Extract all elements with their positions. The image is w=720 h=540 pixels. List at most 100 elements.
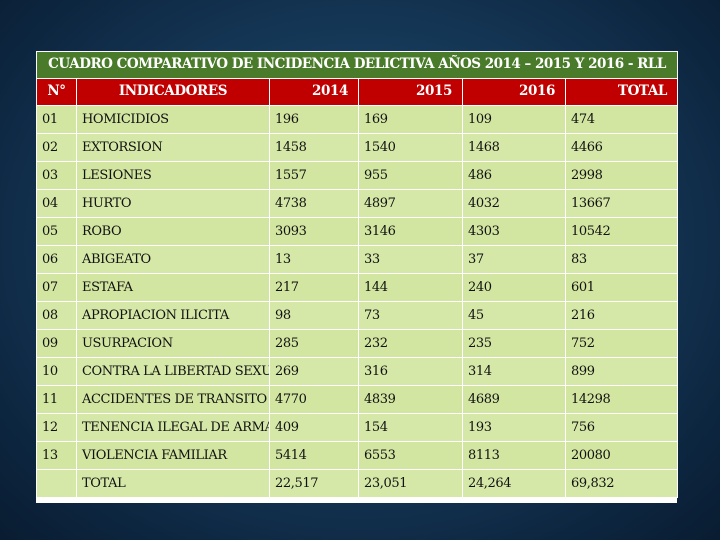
cell-indicator: TOTAL <box>76 469 270 498</box>
cell-2015: 169 <box>358 105 463 134</box>
cell-total: 20080 <box>564 441 679 470</box>
cell-number: 09 <box>36 329 77 358</box>
cell-indicator: ROBO <box>76 217 270 246</box>
cell-number: 12 <box>36 413 77 442</box>
cell-2015: 232 <box>358 329 463 358</box>
cell-number <box>36 469 77 498</box>
header-indicadores: INDICADORES <box>76 78 270 106</box>
table-row: 03 LESIONES 1557 955 486 2998 <box>36 161 679 190</box>
cell-indicator: TENENCIA ILEGAL DE ARMAS <box>76 413 270 442</box>
cell-2016: 4303 <box>462 217 566 246</box>
cell-2016: 240 <box>462 273 566 302</box>
table-row: 02 EXTORSION 1458 1540 1468 4466 <box>36 133 679 162</box>
cell-total: 216 <box>564 301 679 330</box>
table-row: 13 VIOLENCIA FAMILIAR 5414 6553 8113 20080 <box>36 441 679 470</box>
cell-total: 752 <box>564 329 679 358</box>
table-title: CUADRO COMPARATIVO DE INCIDENCIA DELICTI… <box>35 51 679 79</box>
header-number: N° <box>36 78 77 106</box>
cell-indicator: ESTAFA <box>76 273 270 302</box>
cell-total: 899 <box>564 357 679 386</box>
cell-number: 10 <box>36 357 77 386</box>
cell-total: 601 <box>564 273 679 302</box>
cell-number: 08 <box>36 301 77 330</box>
cell-total: 83 <box>564 245 679 274</box>
cell-2015: 144 <box>358 273 463 302</box>
cell-indicator: CONTRA LA LIBERTAD SEXUAL <box>76 357 270 386</box>
cell-2015: 3146 <box>358 217 463 246</box>
cell-total: 14298 <box>564 385 679 414</box>
cell-indicator: USURPACION <box>76 329 270 358</box>
cell-number: 13 <box>36 441 77 470</box>
cell-number: 02 <box>36 133 77 162</box>
cell-2016: 45 <box>462 301 566 330</box>
cell-2014: 409 <box>269 413 359 442</box>
cell-2015: 6553 <box>358 441 463 470</box>
header-2015: 2015 <box>358 78 463 106</box>
cell-2016: 193 <box>462 413 566 442</box>
incidence-table-container: CUADRO COMPARATIVO DE INCIDENCIA DELICTI… <box>35 51 679 503</box>
table-header-row: N° INDICADORES 2014 2015 2016 TOTAL <box>36 78 679 106</box>
cell-2016: 8113 <box>462 441 566 470</box>
table-row: 07 ESTAFA 217 144 240 601 <box>36 273 679 302</box>
cell-indicator: ABIGEATO <box>76 245 270 274</box>
cell-2015: 154 <box>358 413 463 442</box>
cell-2015: 73 <box>358 301 463 330</box>
cell-total: 10542 <box>564 217 679 246</box>
cell-indicator: EXTORSION <box>76 133 270 162</box>
cell-2014: 5414 <box>269 441 359 470</box>
cell-2014: 269 <box>269 357 359 386</box>
cell-2015: 4839 <box>358 385 463 414</box>
table-row: 01 HOMICIDIOS 196 169 109 474 <box>36 105 679 134</box>
table-row: 05 ROBO 3093 3146 4303 10542 <box>36 217 679 246</box>
cell-total: 474 <box>564 105 679 134</box>
totals-row: TOTAL 22,517 23,051 24,264 69,832 <box>36 469 679 498</box>
cell-2015: 1540 <box>358 133 463 162</box>
header-2014: 2014 <box>269 78 359 106</box>
cell-2014: 4770 <box>269 385 359 414</box>
cell-2016: 235 <box>462 329 566 358</box>
cell-total: 4466 <box>564 133 679 162</box>
cell-2014: 22,517 <box>269 469 359 498</box>
cell-2014: 285 <box>269 329 359 358</box>
table-row: 11 ACCIDENTES DE TRANSITO 4770 4839 4689 1429… <box>36 385 679 414</box>
cell-total: 756 <box>564 413 679 442</box>
cell-2015: 955 <box>358 161 463 190</box>
cell-2014: 3093 <box>269 217 359 246</box>
cell-2016: 314 <box>462 357 566 386</box>
cell-2014: 4738 <box>269 189 359 218</box>
cell-2016: 24,264 <box>462 469 566 498</box>
cell-2016: 486 <box>462 161 566 190</box>
cell-2016: 4032 <box>462 189 566 218</box>
header-2016: 2016 <box>462 78 566 106</box>
cell-2016: 37 <box>462 245 566 274</box>
cell-total: 69,832 <box>564 469 679 498</box>
cell-2015: 33 <box>358 245 463 274</box>
cell-indicator: ACCIDENTES DE TRANSITO <box>76 385 270 414</box>
cell-number: 06 <box>36 245 77 274</box>
table-row: 09 USURPACION 285 232 235 752 <box>36 329 679 358</box>
header-total: TOTAL <box>564 78 679 106</box>
cell-indicator: HURTO <box>76 189 270 218</box>
cell-indicator: VIOLENCIA FAMILIAR <box>76 441 270 470</box>
cell-2014: 1557 <box>269 161 359 190</box>
table-row: 10 CONTRA LA LIBERTAD SEXUAL 269 316 314 899 <box>36 357 679 386</box>
table-row: 06 ABIGEATO 13 33 37 83 <box>36 245 679 274</box>
cell-number: 05 <box>36 217 77 246</box>
cell-number: 07 <box>36 273 77 302</box>
cell-2015: 4897 <box>358 189 463 218</box>
cell-indicator: HOMICIDIOS <box>76 105 270 134</box>
cell-number: 04 <box>36 189 77 218</box>
table-row: 12 TENENCIA ILEGAL DE ARMAS 409 154 193 756 <box>36 413 679 442</box>
cell-2015: 316 <box>358 357 463 386</box>
cell-2014: 196 <box>269 105 359 134</box>
cell-indicator: LESIONES <box>76 161 270 190</box>
cell-2016: 4689 <box>462 385 566 414</box>
cell-2014: 1458 <box>269 133 359 162</box>
incidence-table: CUADRO COMPARATIVO DE INCIDENCIA DELICTI… <box>35 51 679 498</box>
cell-2016: 109 <box>462 105 566 134</box>
cell-2016: 1468 <box>462 133 566 162</box>
table-title-row: CUADRO COMPARATIVO DE INCIDENCIA DELICTI… <box>35 51 679 79</box>
cell-2014: 98 <box>269 301 359 330</box>
cell-indicator: APROPIACION ILICITA <box>76 301 270 330</box>
